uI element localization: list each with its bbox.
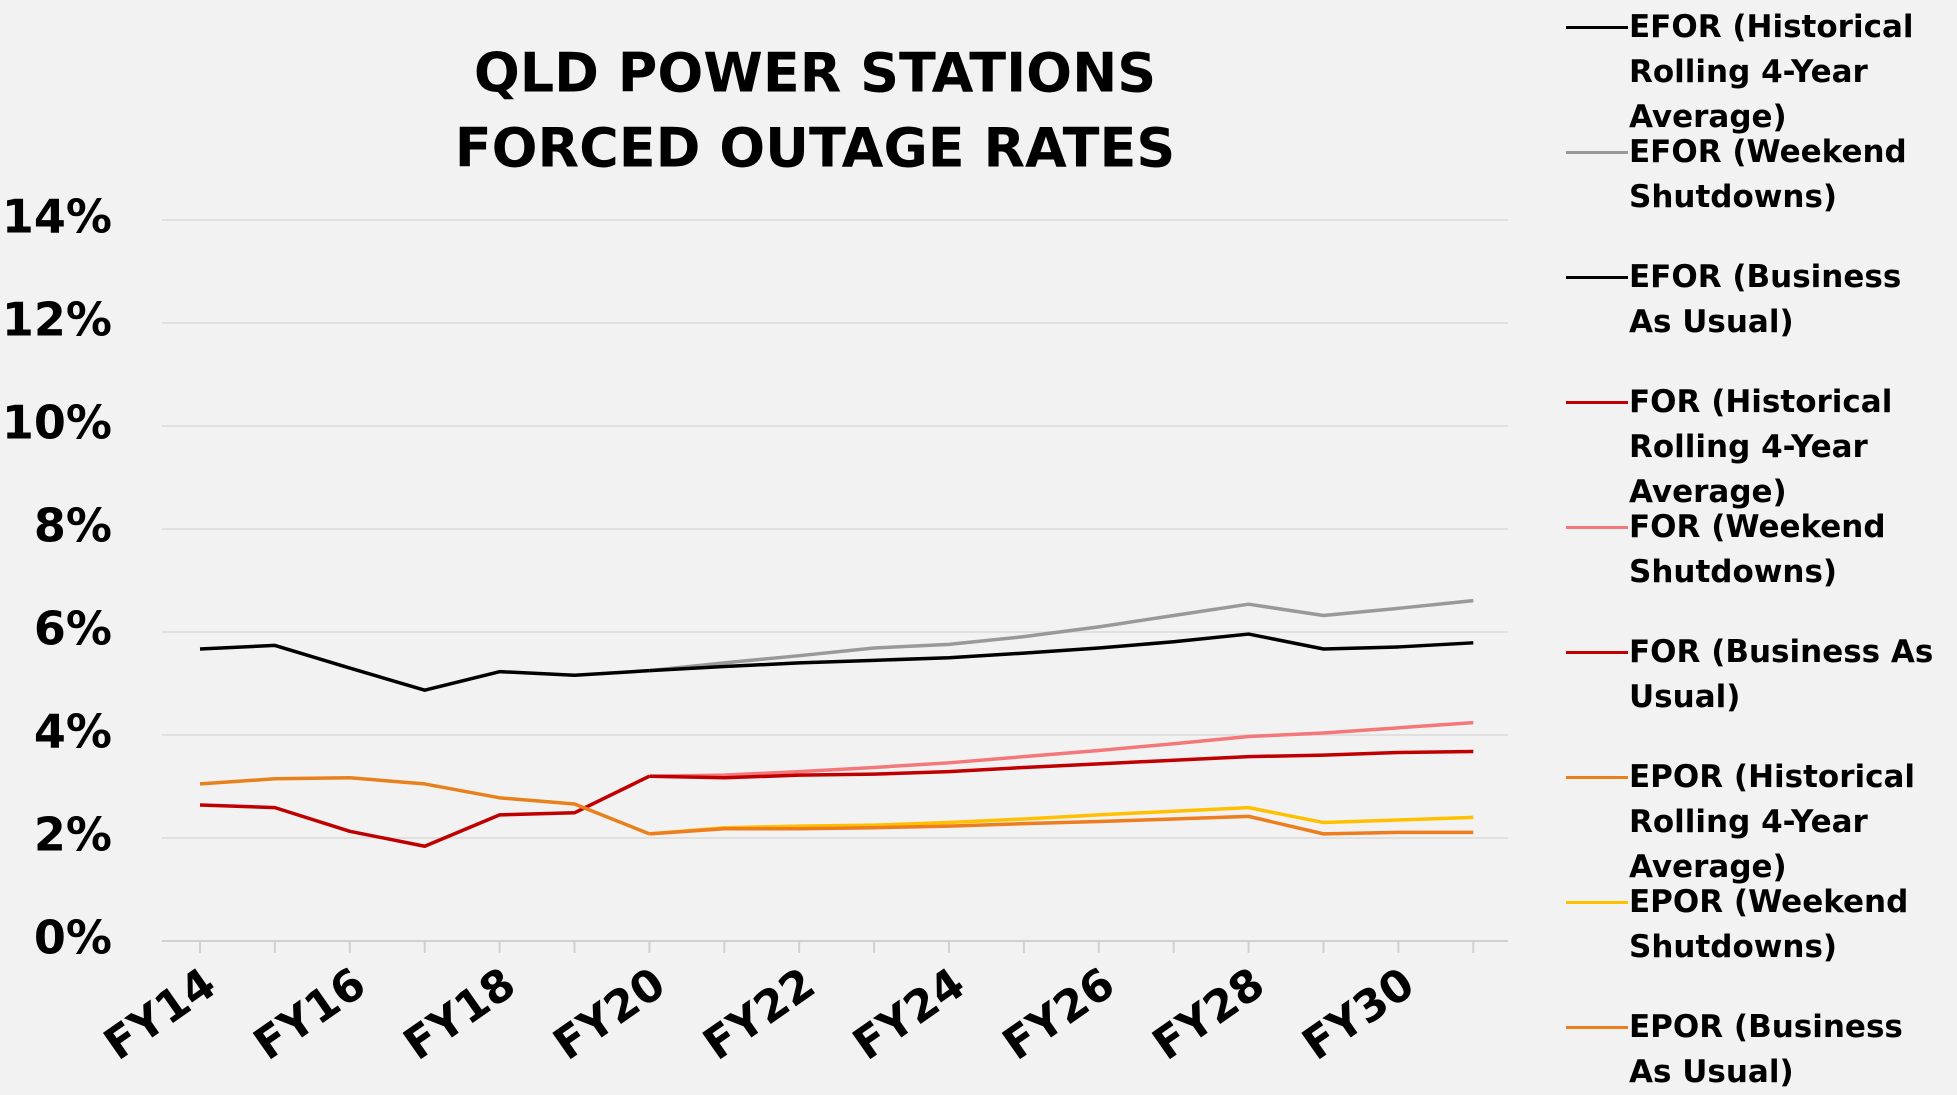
legend-label: FOR (Historical Rolling 4-Year Average) <box>1629 384 1893 510</box>
x-tick-label: FY20 <box>544 958 674 1070</box>
series-line <box>199 774 651 848</box>
y-tick-label: 14% <box>2 190 112 244</box>
series-line <box>649 814 1474 836</box>
y-tick-label: 0% <box>34 911 112 965</box>
legend-label: EPOR (Weekend Shutdowns) <box>1629 884 1909 965</box>
legend-swatch <box>1566 526 1628 529</box>
series-line <box>199 775 651 836</box>
x-tick-label: FY22 <box>694 958 824 1070</box>
y-tick-label: 8% <box>34 499 112 553</box>
x-tick-label: FY16 <box>245 958 375 1070</box>
legend-swatch <box>1566 151 1628 154</box>
legend-label: EPOR (Historical Rolling 4-Year Average) <box>1629 759 1916 885</box>
x-tick-label: FY18 <box>395 958 525 1070</box>
series-line <box>199 643 650 692</box>
x-tick-label: FY24 <box>844 958 974 1070</box>
series-line <box>649 749 1474 780</box>
legend-label: FOR (Business As Usual) <box>1629 634 1934 715</box>
y-tick-label: 12% <box>2 293 112 347</box>
x-tick-label: FY26 <box>994 958 1124 1070</box>
legend-swatch <box>1566 26 1628 29</box>
y-tick-label: 10% <box>2 396 112 450</box>
legend-swatch <box>1566 401 1628 404</box>
legend-swatch <box>1566 651 1628 654</box>
y-tick-label: 6% <box>34 602 112 656</box>
x-tick-label: FY28 <box>1144 958 1274 1070</box>
x-tick-label: FY14 <box>95 958 225 1070</box>
legend-label: EPOR (Business As Usual) <box>1629 1009 1903 1090</box>
legend-label: EFOR (Weekend Shutdowns) <box>1629 134 1907 215</box>
chart-subtitle: FORCED OUTAGE RATES <box>455 117 1176 180</box>
legend-label: FOR (Weekend Shutdowns) <box>1629 509 1886 590</box>
series-line <box>649 598 1474 673</box>
legend-swatch <box>1566 1026 1628 1029</box>
legend-label: EFOR (Historical Rolling 4-Year Average) <box>1629 9 1914 135</box>
chart-title: QLD POWER STATIONS <box>474 42 1156 105</box>
legend-swatch <box>1566 776 1628 779</box>
legend-swatch <box>1566 901 1628 904</box>
legend-swatch <box>1566 276 1628 279</box>
y-tick-label: 2% <box>34 808 112 862</box>
series-line <box>649 632 1474 673</box>
legend-label: EFOR (Business As Usual) <box>1629 259 1902 340</box>
y-tick-label: 4% <box>34 705 112 759</box>
series-line <box>649 720 1474 778</box>
series-line <box>649 805 1474 836</box>
x-tick-label: FY30 <box>1293 958 1423 1070</box>
